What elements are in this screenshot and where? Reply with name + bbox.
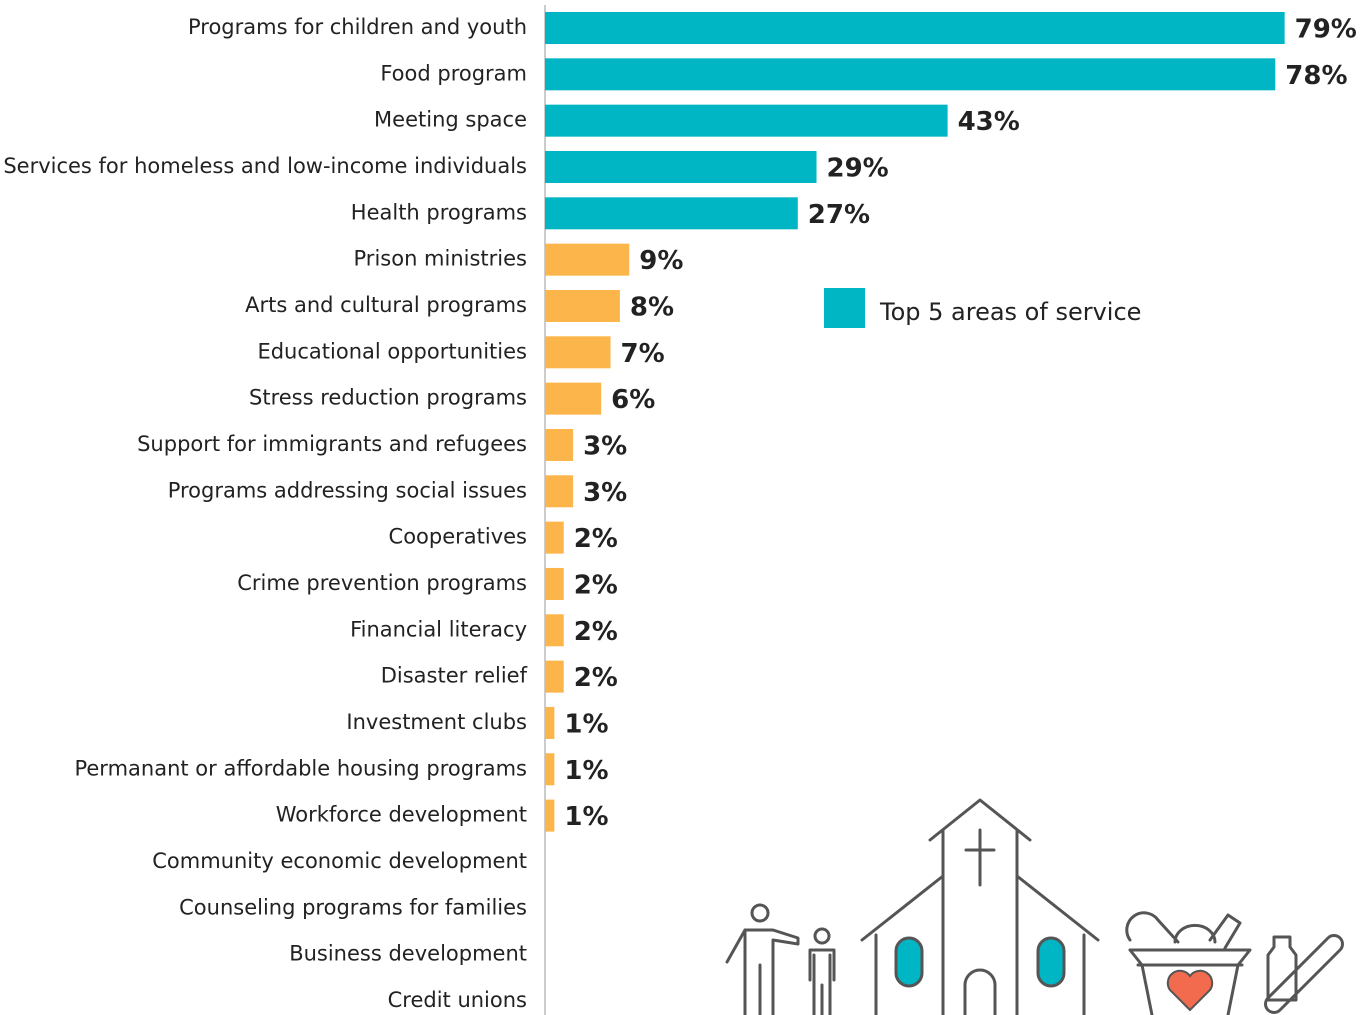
legend: Top 5 areas of service <box>824 288 1141 328</box>
bar <box>545 660 564 693</box>
bar <box>545 243 630 276</box>
legend-swatch <box>824 288 865 328</box>
bar <box>545 104 948 137</box>
y-tick-label: Business development <box>289 942 527 966</box>
value-label: 1% <box>564 756 608 786</box>
y-tick-label: Financial literacy <box>350 617 527 641</box>
y-tick-label: Community economic development <box>152 849 527 873</box>
bar <box>545 614 564 647</box>
value-label: 79% <box>1295 15 1357 45</box>
bar <box>545 289 620 322</box>
value-label: 2% <box>574 617 618 647</box>
y-tick-label: Investment clubs <box>346 710 527 734</box>
value-label: 1% <box>564 802 608 832</box>
bar <box>545 475 574 508</box>
bar <box>545 382 602 415</box>
value-label: 29% <box>827 153 889 183</box>
illustration <box>725 798 1344 1015</box>
y-tick-label: Counseling programs for families <box>179 895 527 919</box>
bar <box>545 150 817 183</box>
y-tick-label: Disaster relief <box>381 664 528 688</box>
y-tick-label: Permanant or affordable housing programs <box>74 756 527 780</box>
bar <box>545 706 555 739</box>
y-tick-label: Services for homeless and low-income ind… <box>3 154 527 178</box>
value-label: 7% <box>621 339 665 369</box>
legend-label: Top 5 areas of service <box>879 298 1141 326</box>
value-label: 3% <box>583 478 627 508</box>
value-label: 3% <box>583 431 627 461</box>
y-tick-label: Programs addressing social issues <box>168 478 527 502</box>
value-label: 2% <box>574 570 618 600</box>
bar <box>545 521 564 554</box>
bar <box>545 567 564 600</box>
y-tick-label: Programs for children and youth <box>188 15 527 39</box>
bar <box>545 58 1276 91</box>
value-label: 9% <box>639 246 683 276</box>
y-tick-label: Credit unions <box>388 988 527 1012</box>
y-tick-label: Arts and cultural programs <box>245 293 527 317</box>
bar <box>545 336 611 369</box>
bar <box>545 197 798 230</box>
value-label: 27% <box>808 200 870 230</box>
y-tick-label: Prison ministries <box>354 247 527 271</box>
y-tick-label: Support for immigrants and refugees <box>137 432 527 456</box>
y-tick-label: Stress reduction programs <box>249 386 527 410</box>
value-label: 1% <box>564 709 608 739</box>
y-tick-label: Meeting space <box>374 108 527 132</box>
bar <box>545 799 555 832</box>
value-label: 78% <box>1285 61 1347 91</box>
y-tick-label: Food program <box>380 61 527 85</box>
bar <box>545 753 555 786</box>
y-tick-label: Educational opportunities <box>257 339 527 363</box>
bar <box>545 12 1285 44</box>
value-label: 8% <box>630 292 674 322</box>
y-tick-label: Health programs <box>351 200 527 224</box>
y-tick-label: Workforce development <box>276 803 527 827</box>
value-label: 43% <box>958 107 1020 137</box>
y-tick-label: Crime prevention programs <box>237 571 527 595</box>
value-label: 2% <box>574 524 618 554</box>
value-label: 6% <box>611 385 655 415</box>
bar <box>545 428 574 461</box>
value-label: 2% <box>574 663 618 693</box>
y-tick-label: Cooperatives <box>389 525 527 549</box>
